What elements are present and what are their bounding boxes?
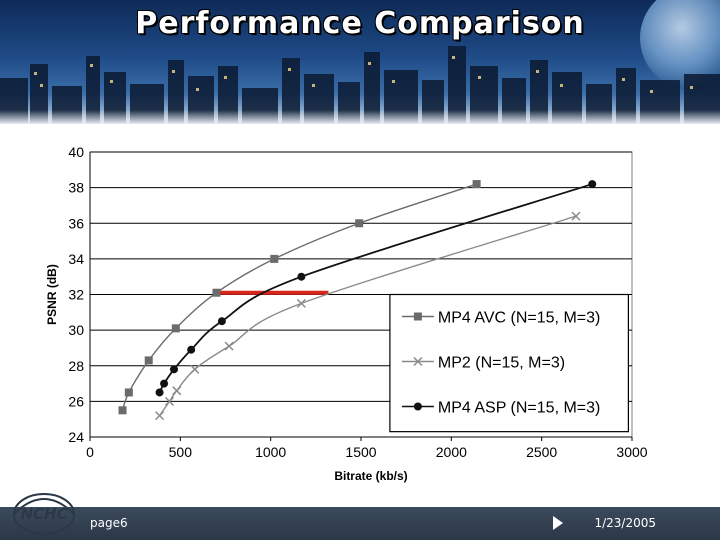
data-point-0 bbox=[171, 324, 180, 333]
data-point-1 bbox=[172, 386, 182, 396]
legend-marker-2 bbox=[413, 402, 422, 411]
data-point-1 bbox=[571, 211, 581, 221]
data-point-2 bbox=[588, 180, 597, 189]
y-tick-label: 36 bbox=[68, 215, 84, 231]
data-point-1 bbox=[224, 341, 234, 351]
y-axis-label: PSNR (dB) bbox=[45, 264, 59, 325]
data-point-0 bbox=[472, 180, 481, 189]
data-point-2 bbox=[217, 317, 226, 326]
y-tick-label: 30 bbox=[68, 322, 84, 338]
y-tick-label: 26 bbox=[68, 393, 84, 409]
data-point-1 bbox=[296, 298, 306, 308]
x-axis-label: Bitrate (kb/s) bbox=[334, 469, 407, 483]
data-point-0 bbox=[212, 288, 221, 297]
legend-label-2: MP4 ASP (N=15, M=3) bbox=[438, 400, 600, 417]
footer-bar: page6 1/23/2005 bbox=[0, 507, 720, 540]
x-tick-label: 500 bbox=[169, 444, 193, 460]
chart-area: 24 26 28 30 32 34 36 38 40 0 500 1000 1500 2000 2500 30… bbox=[40, 140, 660, 490]
y-tick-label: 40 bbox=[68, 144, 84, 160]
data-point-0 bbox=[124, 388, 133, 397]
y-tick-label: 24 bbox=[68, 429, 84, 445]
page-label: page6 bbox=[90, 516, 128, 530]
y-tick-label: 38 bbox=[68, 180, 84, 196]
slide-title: Performance Comparison bbox=[135, 6, 585, 41]
x-tick-label: 1000 bbox=[255, 444, 286, 460]
x-tick-label: 2000 bbox=[436, 444, 467, 460]
legend-marker-0 bbox=[413, 312, 422, 321]
psnr-bitrate-chart: 24 26 28 30 32 34 36 38 40 0 500 1000 1500 2000 2500 30… bbox=[45, 144, 648, 483]
data-point-2 bbox=[155, 388, 164, 397]
legend-label-0: MP4 AVC (N=15, M=3) bbox=[438, 310, 600, 327]
header-fade bbox=[0, 110, 720, 124]
x-tick-label: 3000 bbox=[616, 444, 647, 460]
y-tick-label: 34 bbox=[68, 251, 84, 267]
x-tick-label: 0 bbox=[86, 444, 94, 460]
date-label: 1/23/2005 bbox=[594, 516, 656, 530]
data-point-2 bbox=[160, 379, 169, 388]
legend-box bbox=[389, 293, 629, 433]
data-point-2 bbox=[297, 272, 306, 281]
data-point-1 bbox=[164, 396, 175, 406]
legend-label-1: MP2 (N=15, M=3) bbox=[438, 355, 565, 372]
data-point-0 bbox=[144, 356, 153, 365]
data-point-1 bbox=[190, 364, 200, 374]
y-tick-label: 32 bbox=[68, 287, 84, 303]
x-tick-label: 1500 bbox=[345, 444, 376, 460]
data-point-0 bbox=[270, 254, 279, 263]
x-tick-label: 2500 bbox=[526, 444, 557, 460]
data-point-0 bbox=[355, 219, 364, 228]
y-tick-label: 28 bbox=[68, 358, 84, 374]
arrow-right-icon bbox=[553, 516, 563, 530]
header-banner: Performance Comparison bbox=[0, 0, 720, 124]
logo-text: NCHC bbox=[20, 505, 67, 523]
data-point-2 bbox=[170, 365, 179, 374]
legend-marker-1 bbox=[413, 356, 423, 367]
data-point-2 bbox=[187, 345, 196, 354]
data-point-0 bbox=[118, 406, 127, 415]
data-point-1 bbox=[155, 411, 165, 421]
nchc-logo: NCHC bbox=[13, 493, 75, 535]
